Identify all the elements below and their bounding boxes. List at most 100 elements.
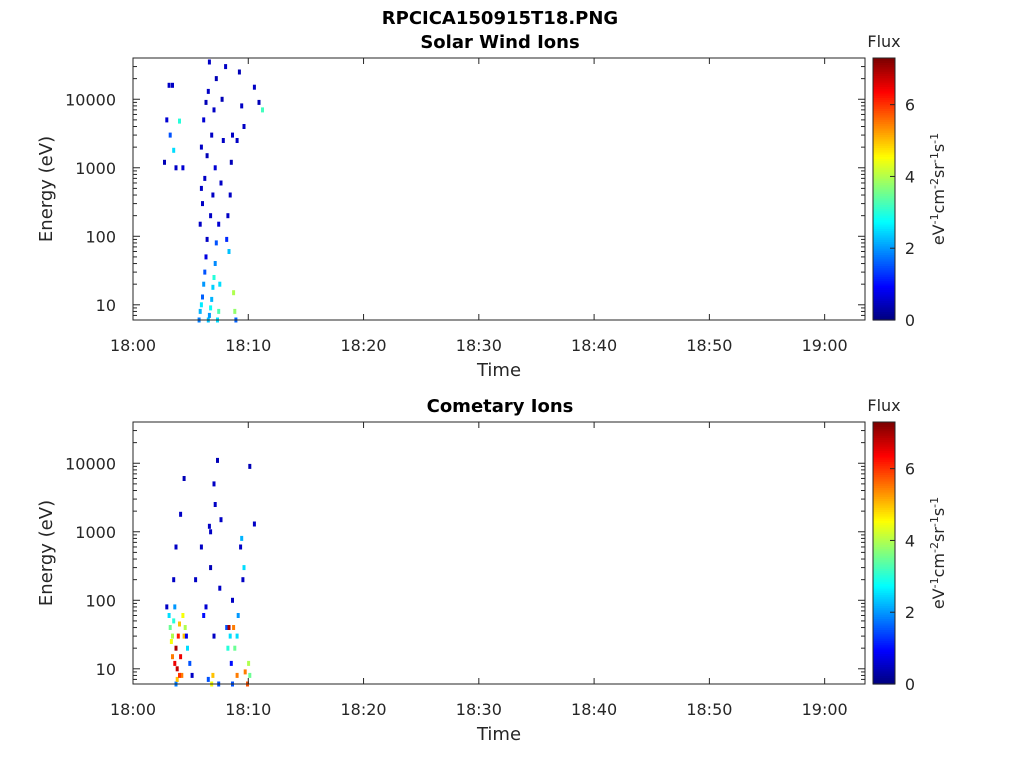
heatmap-cell — [202, 117, 206, 123]
colorbar-segment — [873, 531, 895, 534]
heatmap-cell — [172, 577, 176, 583]
colorbar-segment — [873, 252, 895, 256]
colorbar-segment — [873, 271, 895, 275]
heatmap-cell — [169, 639, 173, 644]
colorbar-segment — [873, 507, 895, 510]
colorbar-segment — [873, 158, 895, 162]
colorbar-segment — [873, 673, 895, 676]
x-axis-ticks: 18:00 18:10 18:20 18:30 18:40 18:50 19:00 — [110, 422, 848, 719]
x-tick-label: 18:20 — [340, 700, 386, 719]
colorbar: 0 2 4 6 — [872, 421, 915, 694]
heatmap-cell — [252, 521, 256, 527]
heatmap-cell — [190, 672, 194, 678]
colorbar-segment — [873, 452, 895, 456]
colorbar-segment — [873, 668, 895, 672]
heatmap-cell — [178, 118, 181, 124]
y-axis-label: Energy (eV) — [36, 500, 57, 606]
colorbar-segment — [873, 620, 895, 624]
colorbar-segment — [873, 524, 895, 528]
colorbar-segment — [873, 432, 895, 436]
colorbar-segment — [873, 302, 895, 306]
colorbar-segment — [873, 465, 895, 469]
colorbar-segment — [873, 263, 895, 267]
colorbar-segment — [873, 666, 895, 670]
heatmap-cell — [171, 654, 174, 660]
heatmap-cell — [209, 213, 213, 219]
colorbar-segment — [873, 215, 895, 218]
colorbar-segment — [873, 601, 895, 604]
colorbar-segment — [873, 90, 895, 94]
colorbar-segment — [873, 629, 895, 633]
colorbar-segment — [873, 518, 895, 521]
heatmap-cell — [214, 76, 218, 82]
colorbar-tick-label: 4 — [905, 167, 915, 186]
colorbar-segment — [873, 649, 895, 652]
colorbar-segment — [873, 280, 895, 284]
colorbar-segment — [873, 241, 895, 245]
heatmap-cell — [204, 99, 208, 105]
heatmap-cell — [204, 254, 208, 260]
colorbar-segment — [873, 677, 895, 681]
colorbar-segment — [873, 502, 895, 506]
heatmap-cell — [178, 672, 181, 678]
heatmap-cell — [182, 633, 186, 639]
colorbar-segment — [873, 651, 895, 655]
colorbar-segment — [873, 175, 895, 179]
heatmap-cell — [243, 669, 247, 675]
colorbar-segment — [873, 127, 895, 131]
x-tick-label: 19:00 — [802, 336, 848, 355]
colorbar-segment — [873, 156, 895, 160]
heatmap-cell — [241, 577, 245, 583]
heatmap-cell — [179, 511, 183, 517]
heatmap-cell — [178, 621, 181, 627]
colorbar-segment — [873, 134, 895, 138]
colorbar-segment — [873, 598, 895, 602]
colorbar-segment — [873, 470, 895, 473]
y-tick-label: 10000 — [65, 90, 116, 109]
colorbar-segment — [873, 298, 895, 301]
heatmap-cell — [235, 672, 239, 678]
heatmap-cell — [219, 517, 223, 523]
colorbar-segment — [873, 446, 895, 449]
colorbar-title: Flux — [867, 32, 900, 51]
colorbar-segment — [873, 546, 895, 550]
heatmap-cell — [248, 672, 252, 678]
heatmap-cell — [257, 99, 261, 105]
colorbar-segment — [873, 511, 895, 515]
heatmap-cell — [165, 117, 169, 123]
heatmap-cell — [224, 64, 228, 70]
heatmap-cell — [180, 672, 184, 678]
colorbar-segment — [873, 561, 895, 565]
heatmap-cell — [214, 240, 218, 246]
colorbar-segment — [873, 568, 895, 572]
colorbar-segment — [873, 206, 895, 210]
heatmap-cell — [205, 236, 209, 242]
y-tick-label: 10 — [96, 660, 116, 679]
heatmap-cell — [211, 284, 215, 290]
colorbar-segment — [873, 533, 895, 537]
colorbar-segment — [873, 459, 895, 462]
colorbar-segment — [873, 439, 895, 443]
colorbar-segment — [873, 226, 895, 229]
heatmap-cell — [173, 660, 177, 666]
colorbar-segment — [873, 293, 895, 297]
colorbar-segment — [873, 223, 895, 227]
colorbar-segment — [873, 75, 895, 79]
colorbar-segment — [873, 171, 895, 175]
heatmap-cell — [232, 625, 236, 630]
colorbar-segment — [873, 426, 895, 430]
x-axis-ticks: 18:00 18:10 18:20 18:30 18:40 18:50 19:00 — [110, 58, 848, 355]
heatmap-cell — [231, 132, 234, 138]
colorbar-segment — [873, 99, 895, 103]
colorbar-segment — [873, 110, 895, 114]
colorbar-segment — [873, 424, 895, 427]
x-tick-label: 18:00 — [110, 700, 156, 719]
colorbar-units: eV-1cm-2sr-1s-1 — [928, 133, 949, 245]
colorbar-segment — [873, 79, 895, 83]
colorbar-tick-label: 0 — [905, 311, 915, 330]
colorbar-tick-label: 0 — [905, 675, 915, 694]
colorbar-frame — [872, 57, 896, 321]
colorbar-segment — [873, 304, 895, 308]
colorbar-segment — [873, 627, 895, 631]
colorbar-segment — [873, 596, 895, 600]
